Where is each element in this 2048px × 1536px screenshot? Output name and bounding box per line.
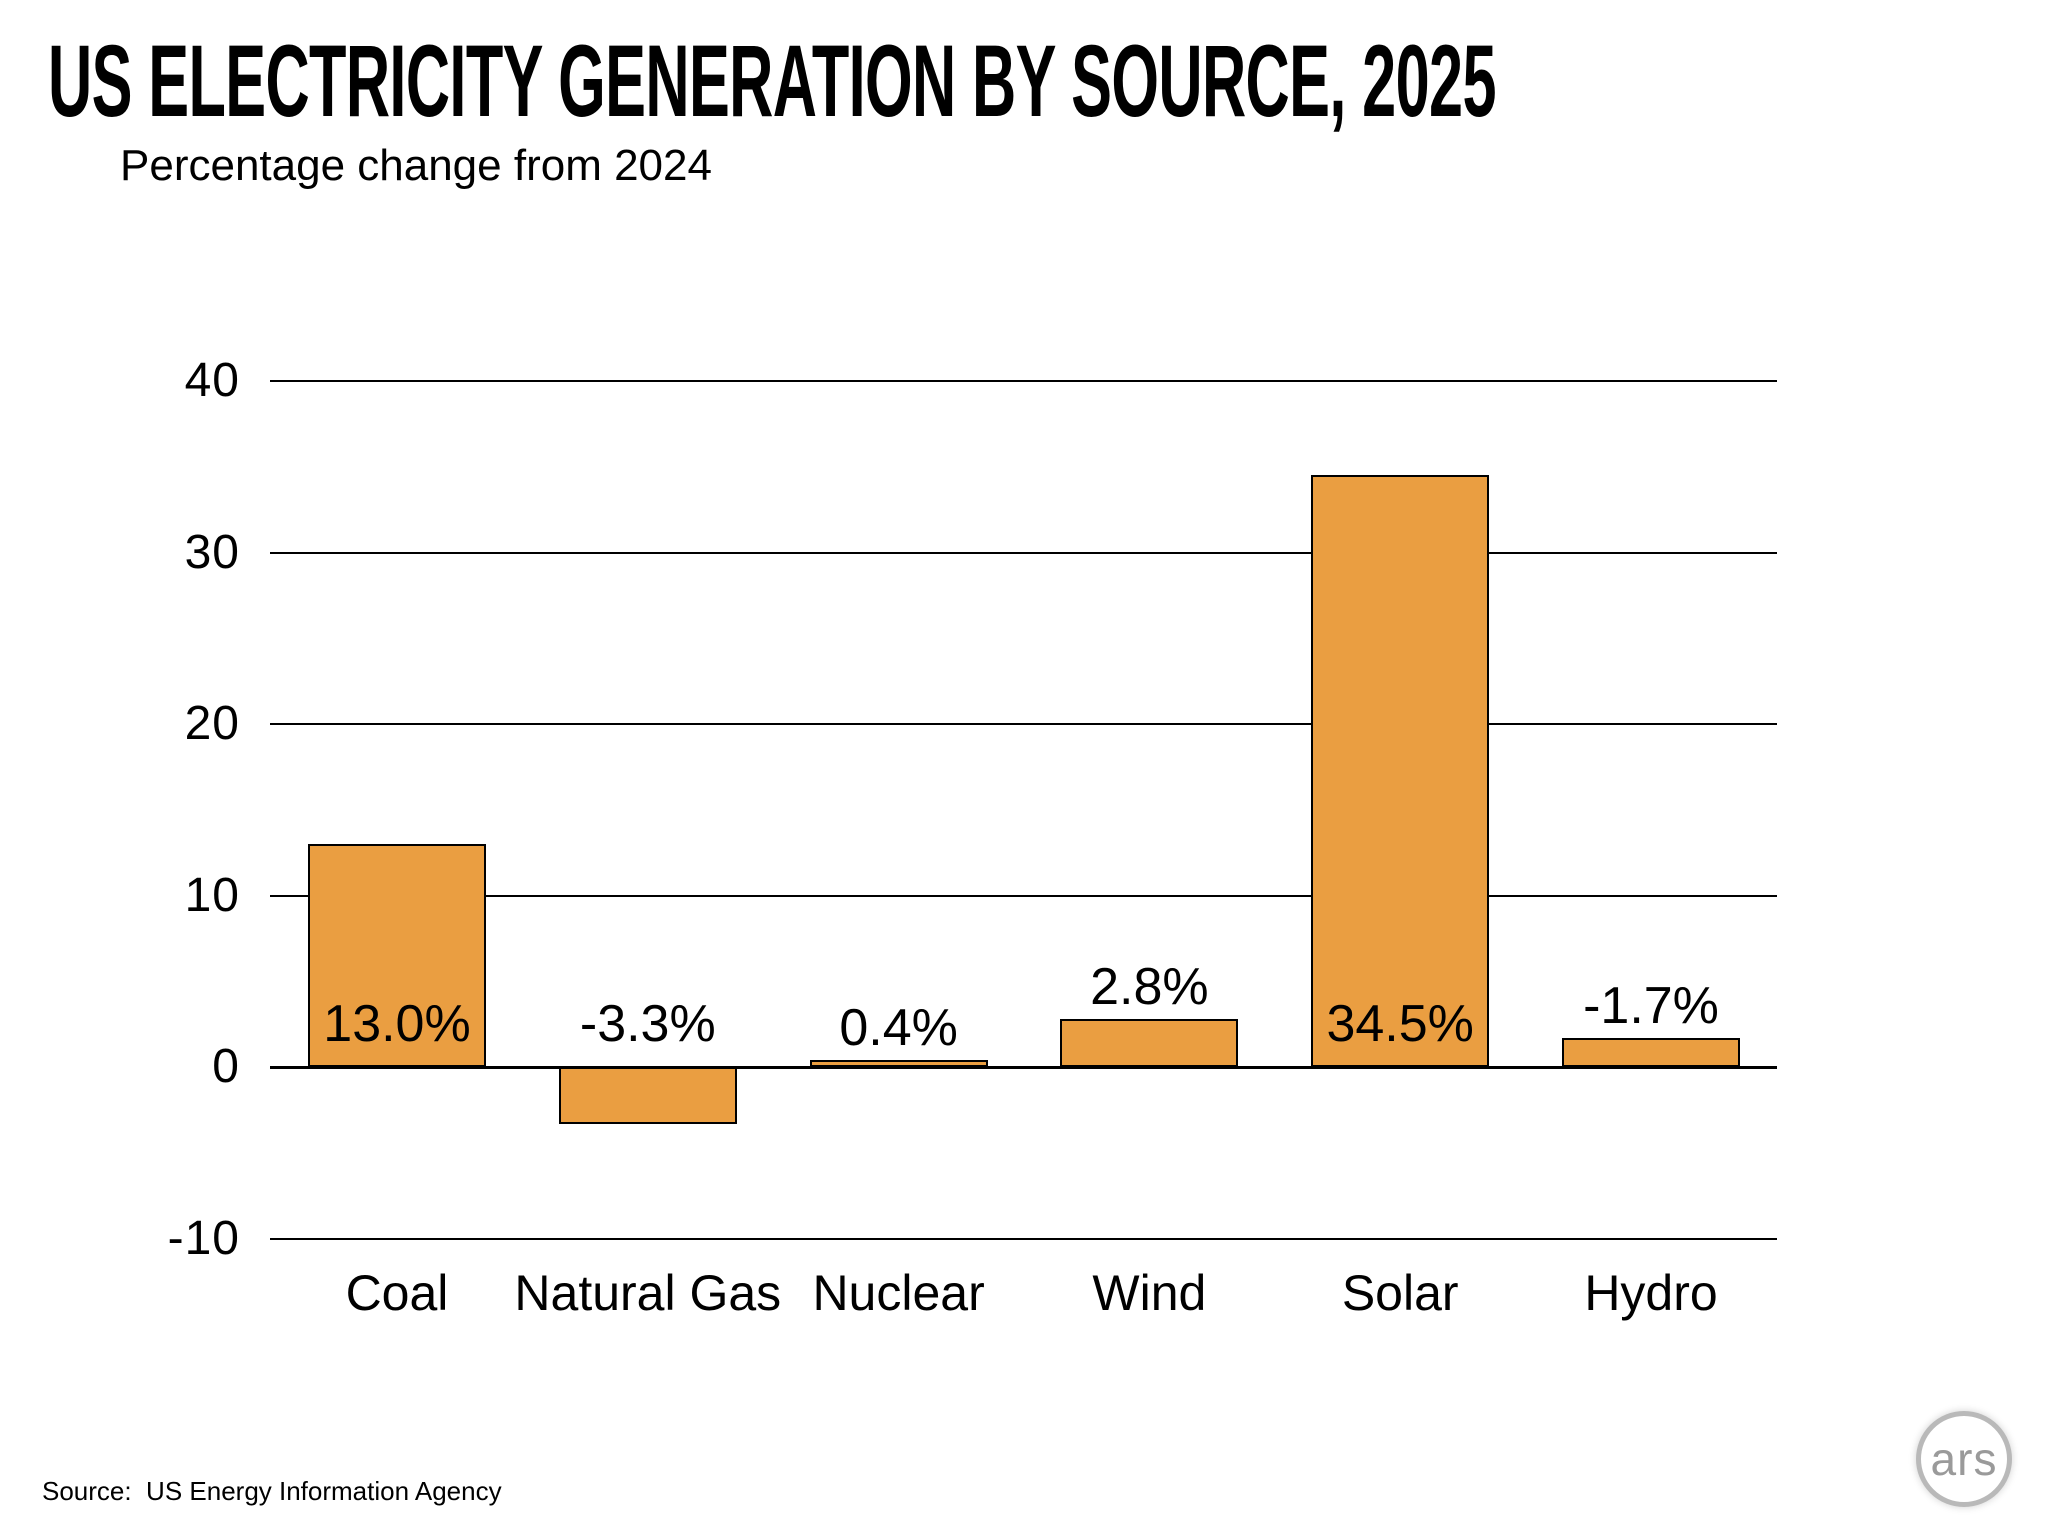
y-tick-0: 0 [212, 1040, 240, 1093]
gridline-0 [270, 1066, 1777, 1069]
value-label-wind: 2.8% [1090, 957, 1209, 1016]
y-tick--10: -10 [167, 1211, 240, 1265]
source-note: Source: US Energy Information Agency [42, 1476, 502, 1506]
bar-hydro [1562, 1037, 1740, 1067]
bar-nuclear [809, 1060, 988, 1067]
category-label-coal: Coal [345, 1265, 449, 1321]
gridline-10 [270, 894, 1777, 897]
page-subtitle: Percentage change from 2024 [120, 141, 712, 190]
y-tick-20: 20 [184, 697, 240, 750]
page-title: US ELECTRICITY GENERATION BY SOURCE, 202… [48, 24, 1497, 138]
bar-natural-gas [558, 1067, 737, 1124]
bar-solar [1311, 475, 1490, 1067]
gridline-30 [270, 551, 1777, 554]
category-label-wind: Wind [1092, 1265, 1207, 1321]
y-tick-30: 30 [184, 525, 240, 579]
bar-wind [1060, 1018, 1239, 1067]
gridline-40 [270, 380, 1777, 382]
value-label-coal: 13.0% [323, 995, 471, 1053]
y-tick-40: 40 [184, 354, 240, 407]
category-label-solar: Solar [1341, 1265, 1459, 1321]
value-label-solar: 34.5% [1326, 995, 1474, 1053]
category-label-hydro: Hydro [1584, 1265, 1718, 1321]
value-label-natural-gas: -3.3% [579, 995, 716, 1053]
bar-coal [308, 844, 486, 1067]
gridline--10 [270, 1237, 1777, 1240]
value-label-nuclear: 0.4% [839, 999, 958, 1058]
ars-logo-text: ars [1930, 1433, 1998, 1485]
category-label-nuclear: Nuclear [812, 1265, 985, 1321]
gridline-20 [270, 723, 1777, 725]
value-label-hydro: -1.7% [1583, 976, 1719, 1035]
y-tick-10: 10 [184, 868, 240, 922]
category-label-natural-gas: Natural Gas [514, 1265, 782, 1321]
ars-logo: ars [1916, 1411, 2012, 1507]
